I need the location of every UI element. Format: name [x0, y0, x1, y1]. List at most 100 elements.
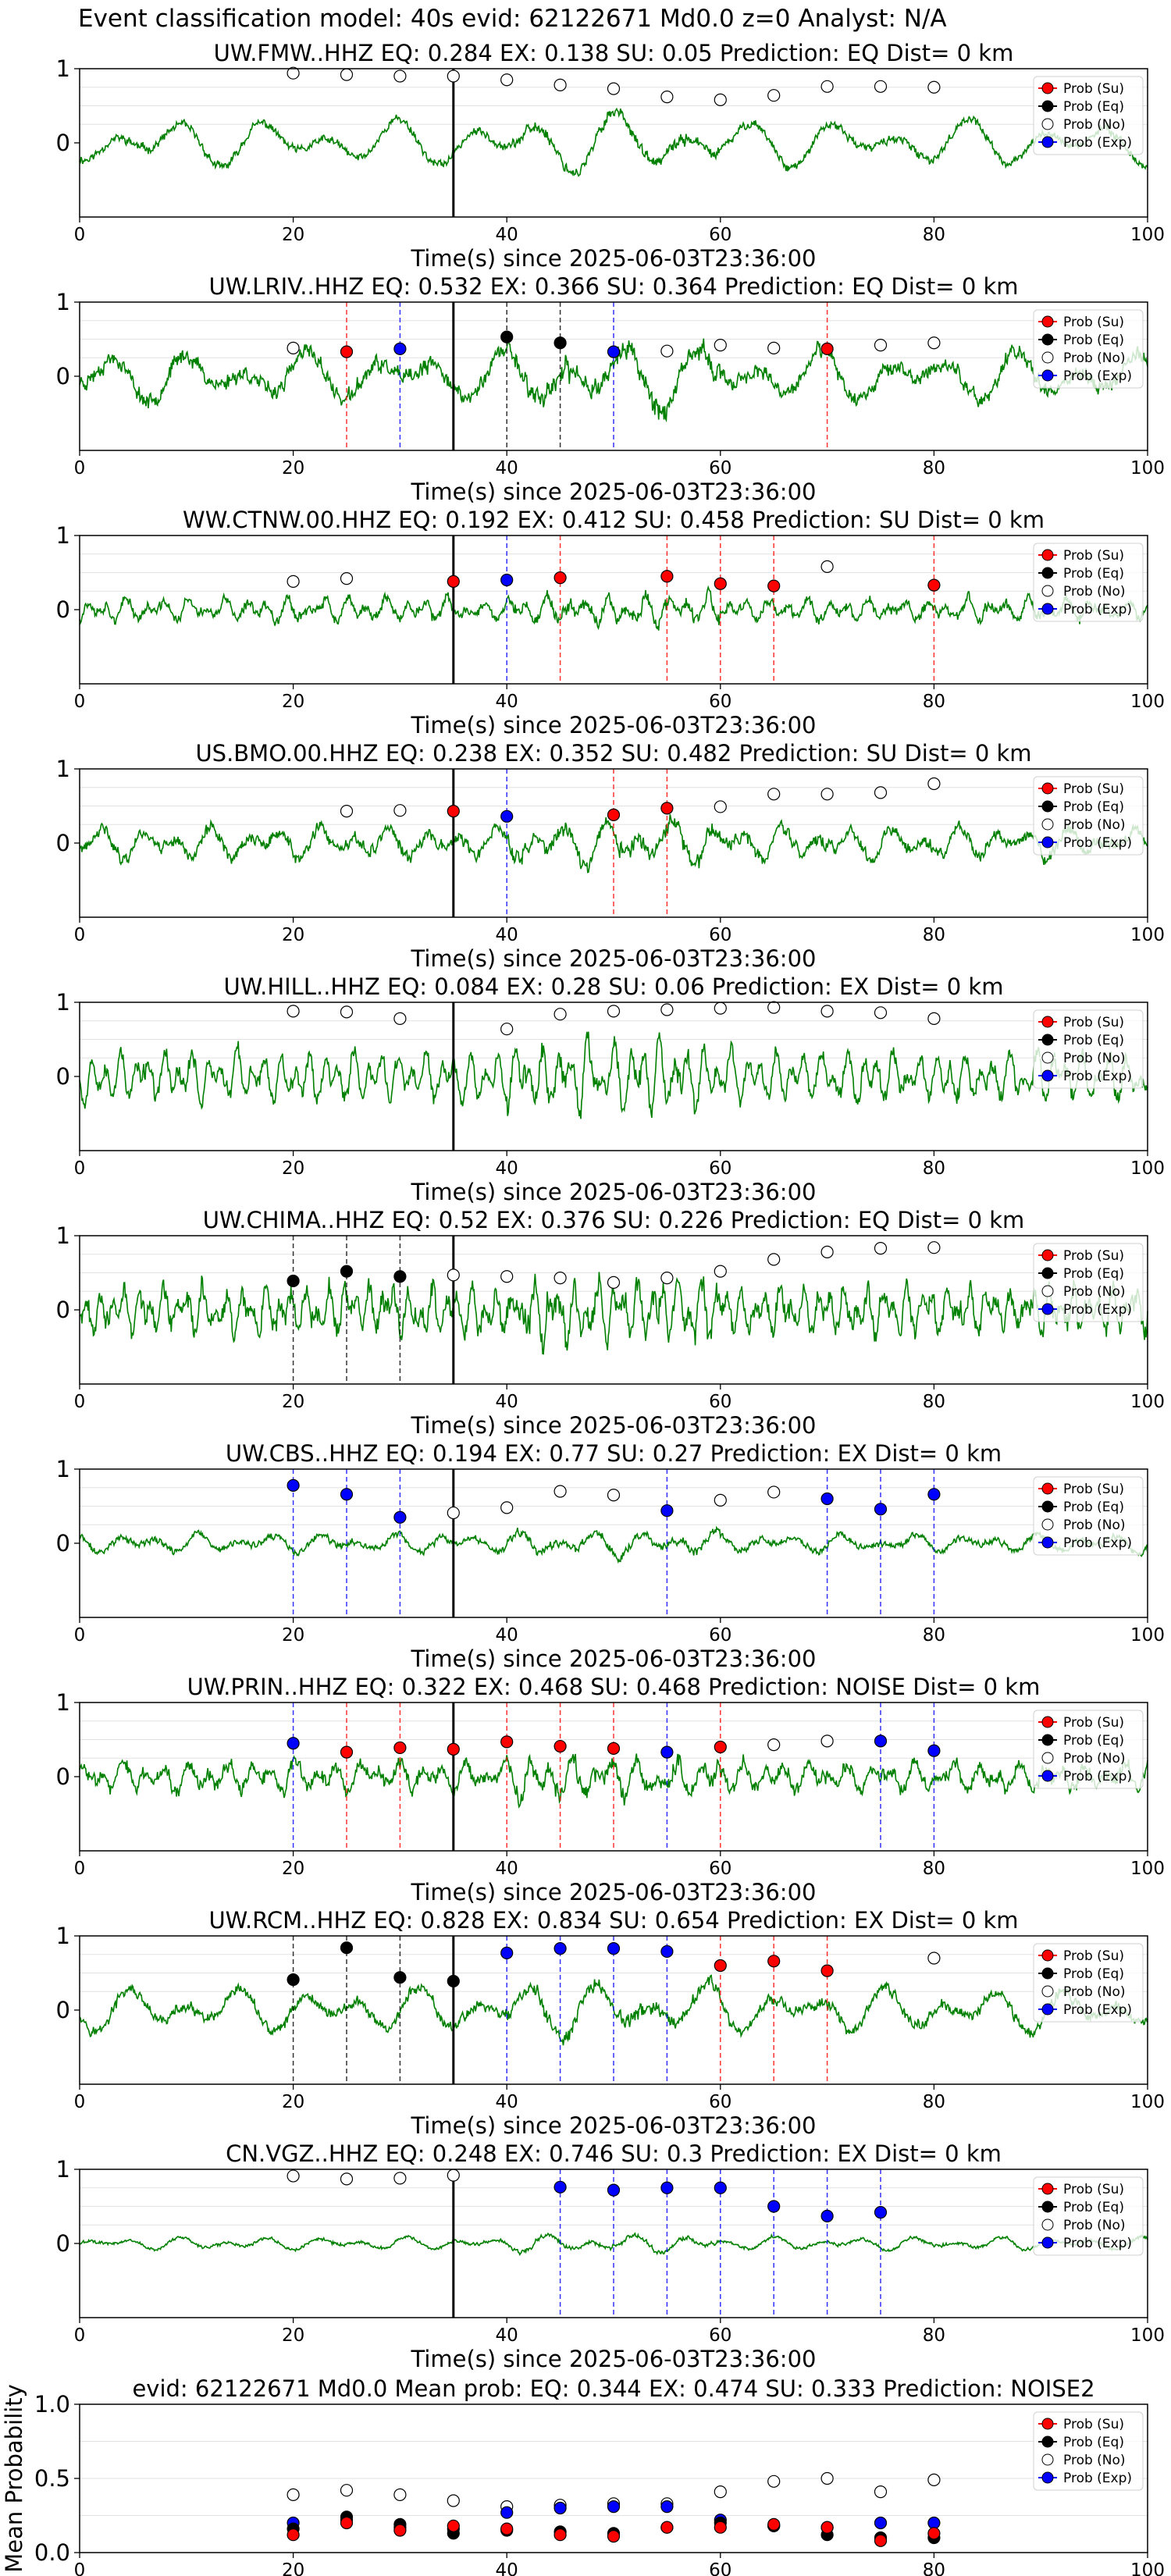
point-no: [874, 2485, 888, 2499]
point-su: [553, 2528, 567, 2542]
prediction-lines: [292, 1703, 935, 1851]
x-tick-label: 40: [496, 2092, 518, 2112]
panel-8: UW.RCM..HHZ EQ: 0.828 EX: 0.834 SU: 0.65…: [56, 1907, 1165, 2139]
point-exp: [500, 573, 514, 587]
point-no: [287, 2169, 300, 2183]
legend-marker-su: [1041, 315, 1054, 328]
x-ticks: 0 20 40 60 80 100: [74, 684, 1165, 712]
legend-box: [1033, 1009, 1144, 1089]
point-su: [767, 2517, 781, 2531]
legend-label: Prob (No): [1063, 117, 1126, 133]
y-tick-label: 1: [56, 289, 70, 315]
point-su: [714, 1740, 727, 1754]
legend-label: Prob (No): [1063, 1284, 1126, 1300]
point-exp: [500, 1946, 514, 1959]
point-su: [607, 1742, 621, 1755]
legend-marker-exp: [1041, 1069, 1054, 1082]
x-tick-label: 60: [709, 1859, 731, 1879]
x-tick-label: 100: [1130, 1859, 1165, 1879]
x-tick-label: 80: [923, 1625, 945, 1646]
point-no: [340, 2484, 354, 2497]
point-no: [820, 788, 834, 801]
panel-title: evid: 62122671 Md0.0 Mean prob: EQ: 0.34…: [132, 2375, 1094, 2402]
figure-title: Event classification model: 40s evid: 62…: [78, 5, 947, 33]
points: [340, 777, 941, 823]
point-exp: [287, 1737, 300, 1750]
legend-marker-no: [1041, 118, 1054, 130]
legend-marker-eq: [1041, 1967, 1054, 1980]
legend-marker-exp: [1041, 603, 1054, 615]
points: [287, 1241, 941, 1289]
point-no: [714, 800, 727, 813]
y-ticks: 01: [56, 1222, 80, 1323]
point-eq: [553, 336, 567, 350]
x-tick-label: 20: [282, 1625, 304, 1646]
x-ticks: 0 20 40 60 80 100: [74, 1851, 1165, 1879]
point-eq: [447, 1974, 460, 1988]
points: [287, 2471, 941, 2547]
point-no: [607, 1005, 621, 1018]
legend-label: Prob (Su): [1063, 548, 1124, 564]
waveform-trace: [79, 107, 1148, 177]
point-no: [393, 2488, 407, 2501]
point-su: [393, 1741, 407, 1755]
y-tick-label: 0.5: [34, 2465, 70, 2492]
legend-marker-no: [1041, 2453, 1054, 2466]
point-su: [447, 2519, 460, 2532]
legend-marker-eq: [1041, 100, 1054, 112]
legend-label: Prob (No): [1063, 1984, 1126, 2000]
point-exp: [553, 2180, 567, 2194]
x-ticks: 0 20 40 60 80 100: [74, 2553, 1165, 2576]
point-exp: [500, 809, 514, 823]
legend: Prob (Su) Prob (Eq) Prob (No) Prob (Exp): [1033, 1243, 1144, 1322]
legend-label: Prob (Su): [1063, 315, 1124, 330]
x-tick-label: 80: [923, 2325, 945, 2346]
point-no: [767, 1738, 781, 1752]
point-su: [820, 1964, 834, 1977]
point-no: [820, 1735, 834, 1748]
point-su: [340, 2516, 354, 2530]
x-tick-label: 0: [74, 458, 86, 479]
y-tick-label: 0: [56, 363, 70, 390]
legend-box: [1033, 1943, 1144, 2023]
point-exp: [660, 2500, 674, 2514]
legend-label: Prob (Eq): [1063, 1266, 1124, 1282]
y-tick-label: 1: [56, 989, 70, 1016]
point-exp: [607, 345, 621, 358]
x-tick-label: 80: [923, 2092, 945, 2112]
legend-marker-exp: [1041, 136, 1054, 148]
legend-label: Prob (Su): [1063, 1482, 1124, 1497]
x-tick-label: 80: [923, 692, 945, 712]
panel-title: UW.LRIV..HHZ EQ: 0.532 EX: 0.366 SU: 0.3…: [208, 273, 1018, 300]
x-tick-label: 100: [1130, 225, 1165, 245]
point-no: [287, 575, 300, 589]
y-ticks: 0.0 0.5 1.0: [34, 2391, 80, 2566]
legend: Prob (Su) Prob (Eq) Prob (No) Prob (Exp): [1033, 1710, 1144, 1789]
x-tick-label: 40: [496, 925, 518, 945]
point-no: [607, 1276, 621, 1289]
legend-marker-eq: [1041, 1734, 1054, 1746]
y-ticks: 01: [56, 1923, 80, 2023]
point-no: [500, 1023, 514, 1036]
legend-marker-su: [1041, 549, 1054, 561]
point-su: [767, 579, 781, 592]
point-no: [820, 1245, 834, 1259]
x-tick-label: 60: [709, 1392, 731, 1412]
y-tick-label: 0: [56, 2230, 70, 2257]
legend-marker-no: [1041, 1518, 1054, 1531]
point-su: [287, 2528, 300, 2542]
x-tick-label: 0: [74, 1625, 86, 1646]
x-tick-label: 20: [282, 1392, 304, 1412]
point-no: [447, 69, 460, 83]
y-ticks: 01: [56, 55, 80, 156]
x-tick-label: 20: [282, 2560, 304, 2576]
gridlines: [80, 553, 1148, 592]
gridlines: [80, 1487, 1148, 1525]
point-su: [874, 2534, 888, 2547]
y-ticks: 01: [56, 1456, 80, 1557]
x-tick-label: 40: [496, 2560, 518, 2576]
point-no: [607, 1489, 621, 1502]
x-tick-label: 20: [282, 2325, 304, 2346]
legend-marker-eq: [1041, 1034, 1054, 1046]
legend-label: Prob (Su): [1063, 81, 1124, 97]
